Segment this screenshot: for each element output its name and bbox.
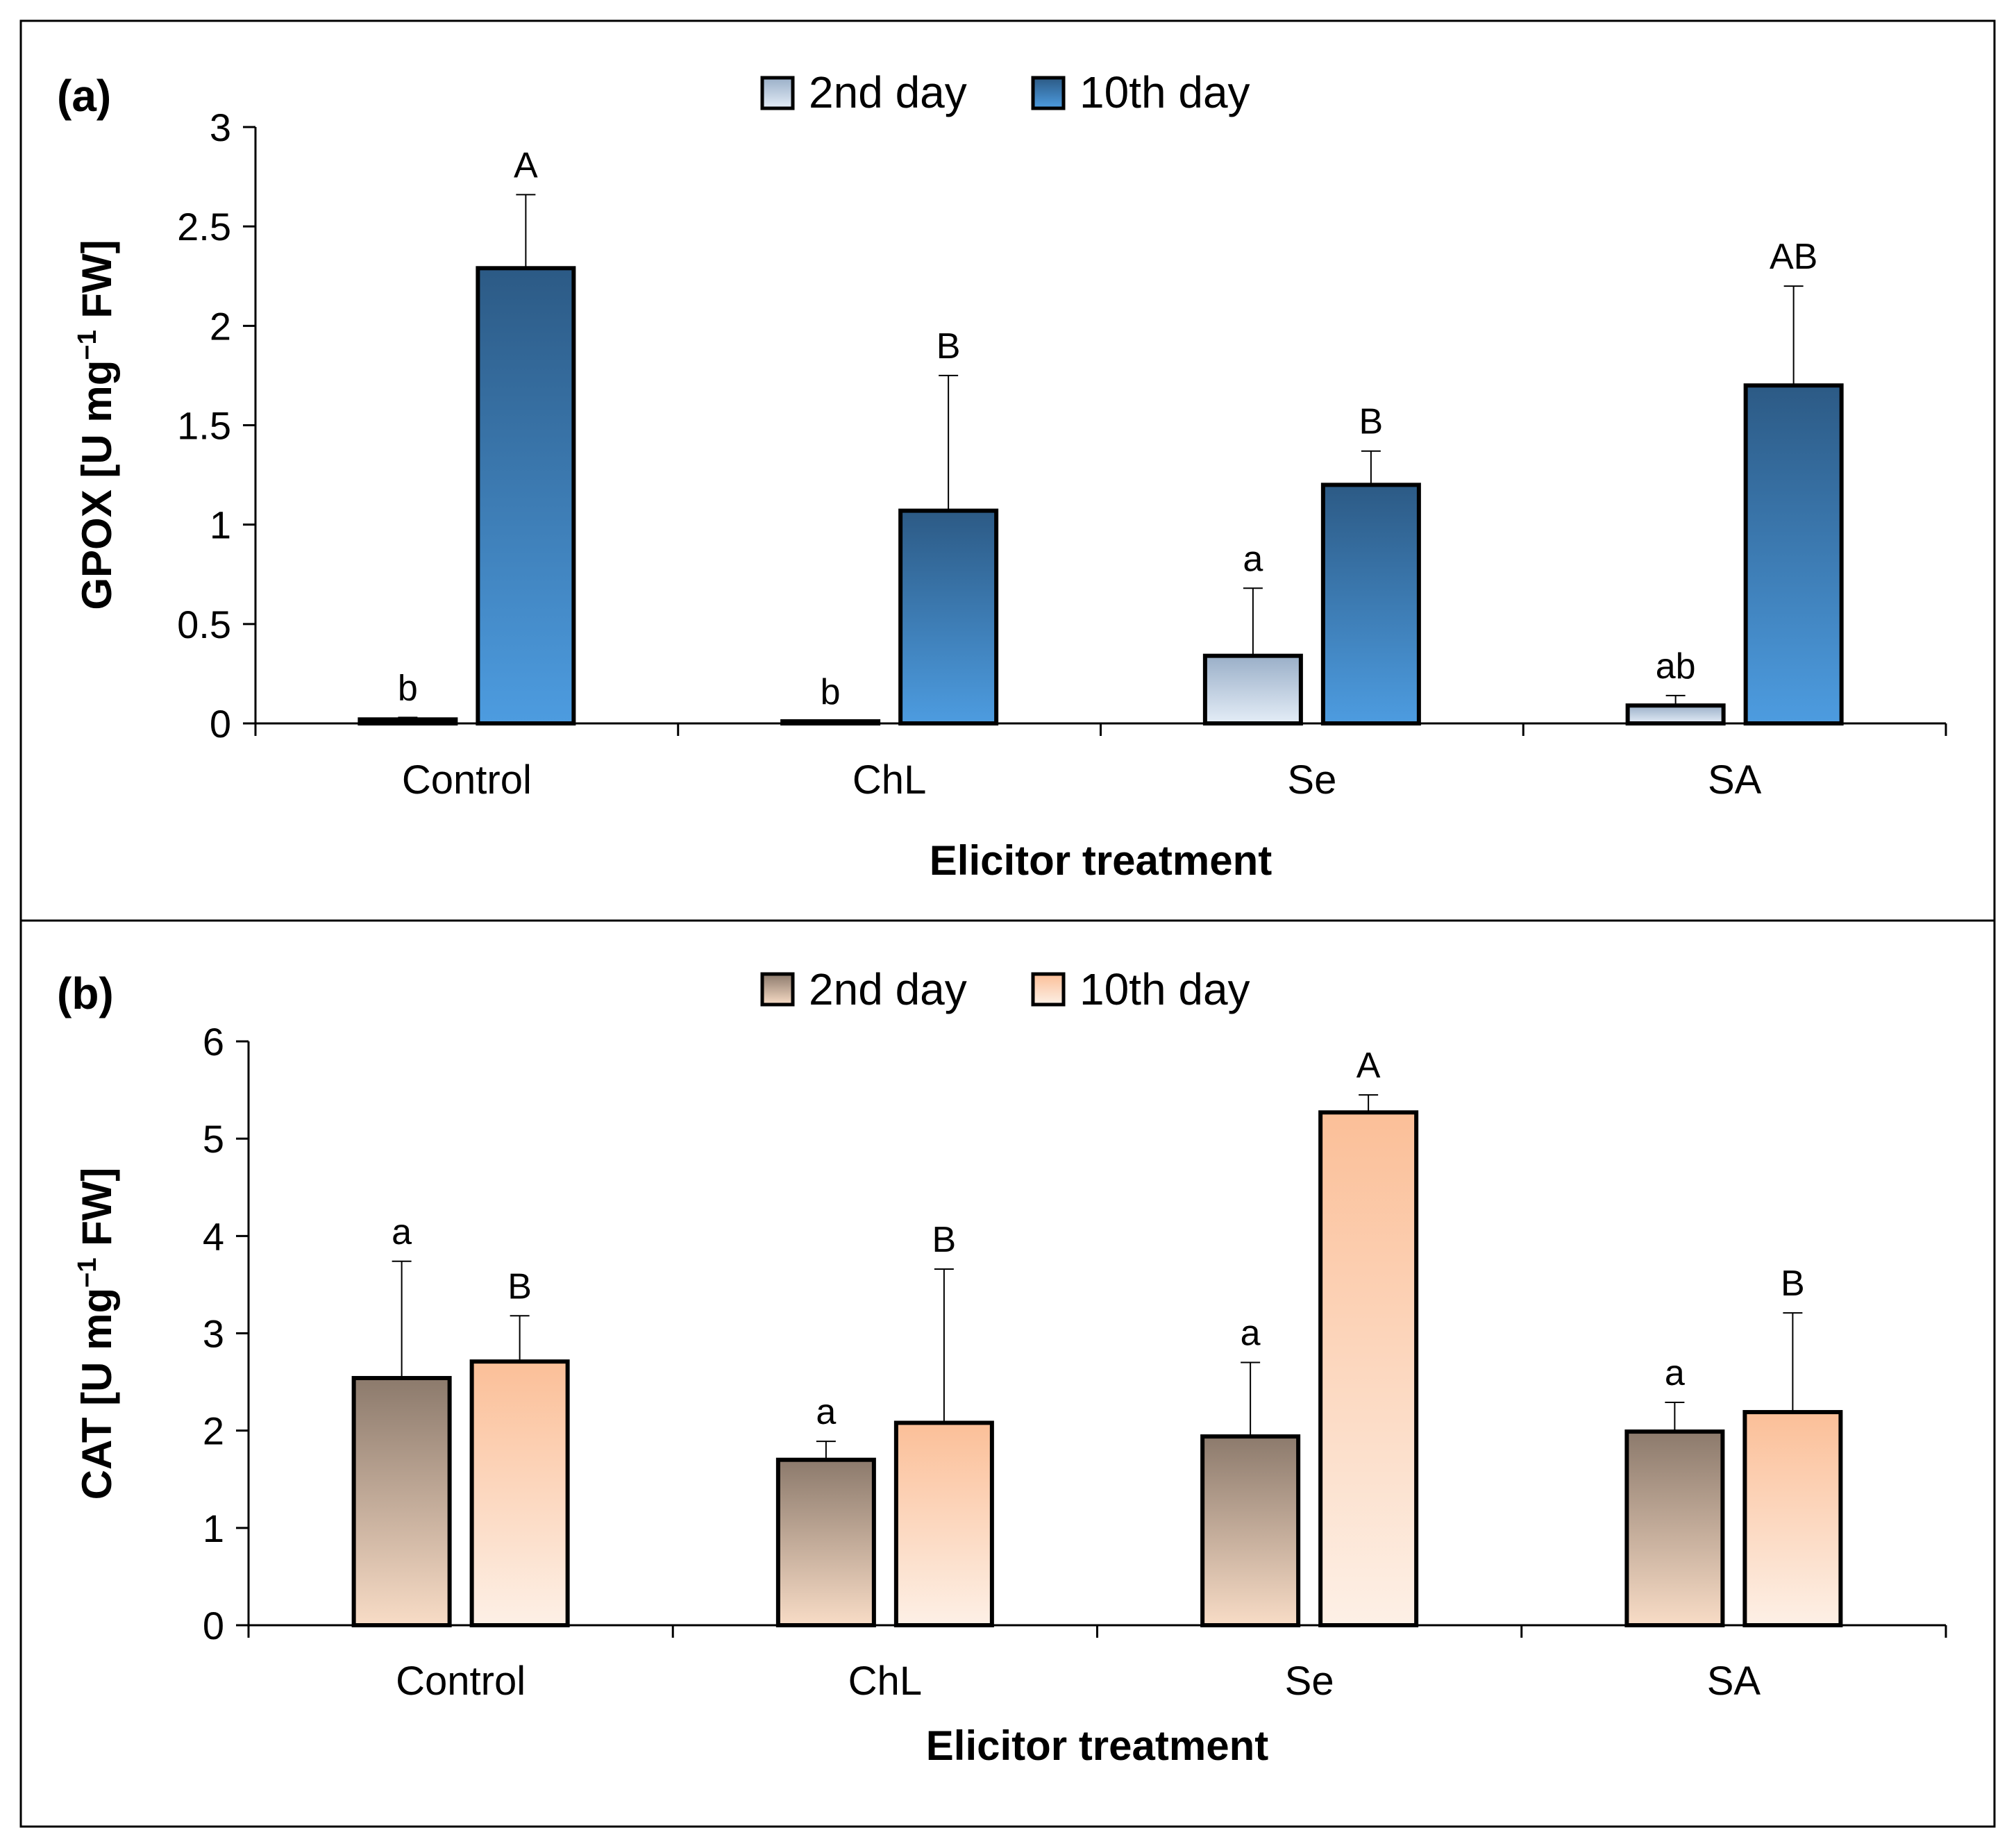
y-tick-label: 0.5 [177, 603, 231, 646]
y-tick-label: 3 [203, 1312, 224, 1356]
y-tick-label: 6 [203, 1020, 224, 1064]
bar-control-series-2 [469, 1359, 570, 1627]
legend-label-series-1: 2nd day [809, 67, 967, 117]
significance-letter: B [1781, 1264, 1805, 1304]
y-tick-label: 2 [210, 304, 231, 348]
legend-swatch-series-1 [760, 76, 795, 110]
y-tick-label: 0 [203, 1604, 224, 1647]
y-tick-label: 1.5 [177, 404, 231, 448]
significance-letter: A [514, 145, 538, 185]
y-axis-title-main: GPOX [U mg [74, 360, 120, 610]
legend-swatch-series-2 [1031, 76, 1066, 110]
panel-a: (a) 2nd day 10th day 0 0.5 1 1.5 2 2.5 3 b A Control… [57, 67, 1947, 884]
bar-se-series-2 [1318, 1110, 1419, 1627]
category-label: ChL [852, 757, 926, 803]
bar-chl-series-1 [775, 1457, 876, 1627]
panel-label: (a) [57, 71, 111, 121]
significance-letter: B [1359, 402, 1384, 442]
bar-chl-series-1 [780, 719, 881, 725]
bar-sa-series-1 [1625, 703, 1726, 725]
bar-se-series-1 [1202, 653, 1303, 725]
legend-label-series-2: 10th day [1080, 67, 1250, 117]
y-tick-label: 2.5 [177, 205, 231, 249]
significance-letter: a [816, 1392, 836, 1432]
category-label: Control [396, 1659, 526, 1704]
y-axis-title-tail: FW] [74, 1168, 120, 1258]
y-tick-label: 0 [210, 702, 231, 746]
category-label: Se [1287, 757, 1336, 803]
bar-control-series-1 [358, 717, 458, 725]
category-label: ChL [848, 1659, 922, 1704]
panel-label: (b) [57, 968, 114, 1018]
y-tick-label: 4 [203, 1214, 224, 1258]
bar-sa-series-1 [1624, 1429, 1725, 1628]
x-axis-title: Elicitor treatment [930, 837, 1272, 884]
significance-letter: A [1356, 1046, 1381, 1086]
significance-letter: AB [1770, 237, 1817, 277]
significance-letter: b [821, 672, 841, 712]
y-axis-title-superscript: −1 [73, 330, 102, 360]
y-axis-title-superscript: −1 [73, 1258, 102, 1288]
bar-control-series-1 [351, 1375, 452, 1628]
x-axis-title: Elicitor treatment [926, 1722, 1268, 1769]
significance-letter: ab [1656, 646, 1696, 687]
category-label: SA [1708, 757, 1762, 803]
legend-swatch-series-1 [760, 972, 795, 1007]
bar-chl-series-2 [898, 508, 999, 726]
y-tick-label: 1 [210, 503, 231, 547]
y-axis-title-main: CAT [U mg [74, 1288, 120, 1500]
significance-letter: a [1665, 1353, 1685, 1393]
y-axis-title: CAT [U mg−1 FW] [73, 1168, 120, 1500]
category-label: Control [402, 757, 532, 803]
legend-swatch-series-2 [1031, 972, 1066, 1007]
category-label: SA [1707, 1659, 1761, 1704]
legend-label-series-1: 2nd day [809, 964, 967, 1014]
y-tick-label: 5 [203, 1117, 224, 1161]
bar-chl-series-2 [893, 1420, 994, 1628]
y-tick-label: 1 [203, 1507, 224, 1550]
y-axis-title-tail: FW] [74, 240, 120, 330]
bar-se-series-1 [1200, 1434, 1301, 1627]
bar-se-series-2 [1320, 483, 1421, 726]
significance-letter: B [932, 1220, 957, 1260]
significance-letter: B [507, 1266, 532, 1307]
legend-label-series-2: 10th day [1080, 964, 1250, 1014]
significance-letter: b [398, 668, 418, 708]
category-label: Se [1285, 1659, 1334, 1704]
bar-control-series-2 [476, 266, 576, 725]
panel-b: (b) 2nd day 10th day 0 1 2 3 4 5 6 a B Control a B ChL a… [57, 964, 1947, 1769]
significance-letter: a [1243, 539, 1263, 579]
y-axis-title: GPOX [U mg−1 FW] [73, 240, 120, 610]
y-tick-label: 2 [203, 1409, 224, 1453]
significance-letter: a [1241, 1314, 1261, 1354]
y-tick-label: 3 [210, 106, 231, 149]
bar-sa-series-2 [1743, 383, 1844, 725]
significance-letter: a [392, 1212, 412, 1252]
significance-letter: B [936, 326, 961, 367]
bar-sa-series-2 [1742, 1410, 1843, 1628]
